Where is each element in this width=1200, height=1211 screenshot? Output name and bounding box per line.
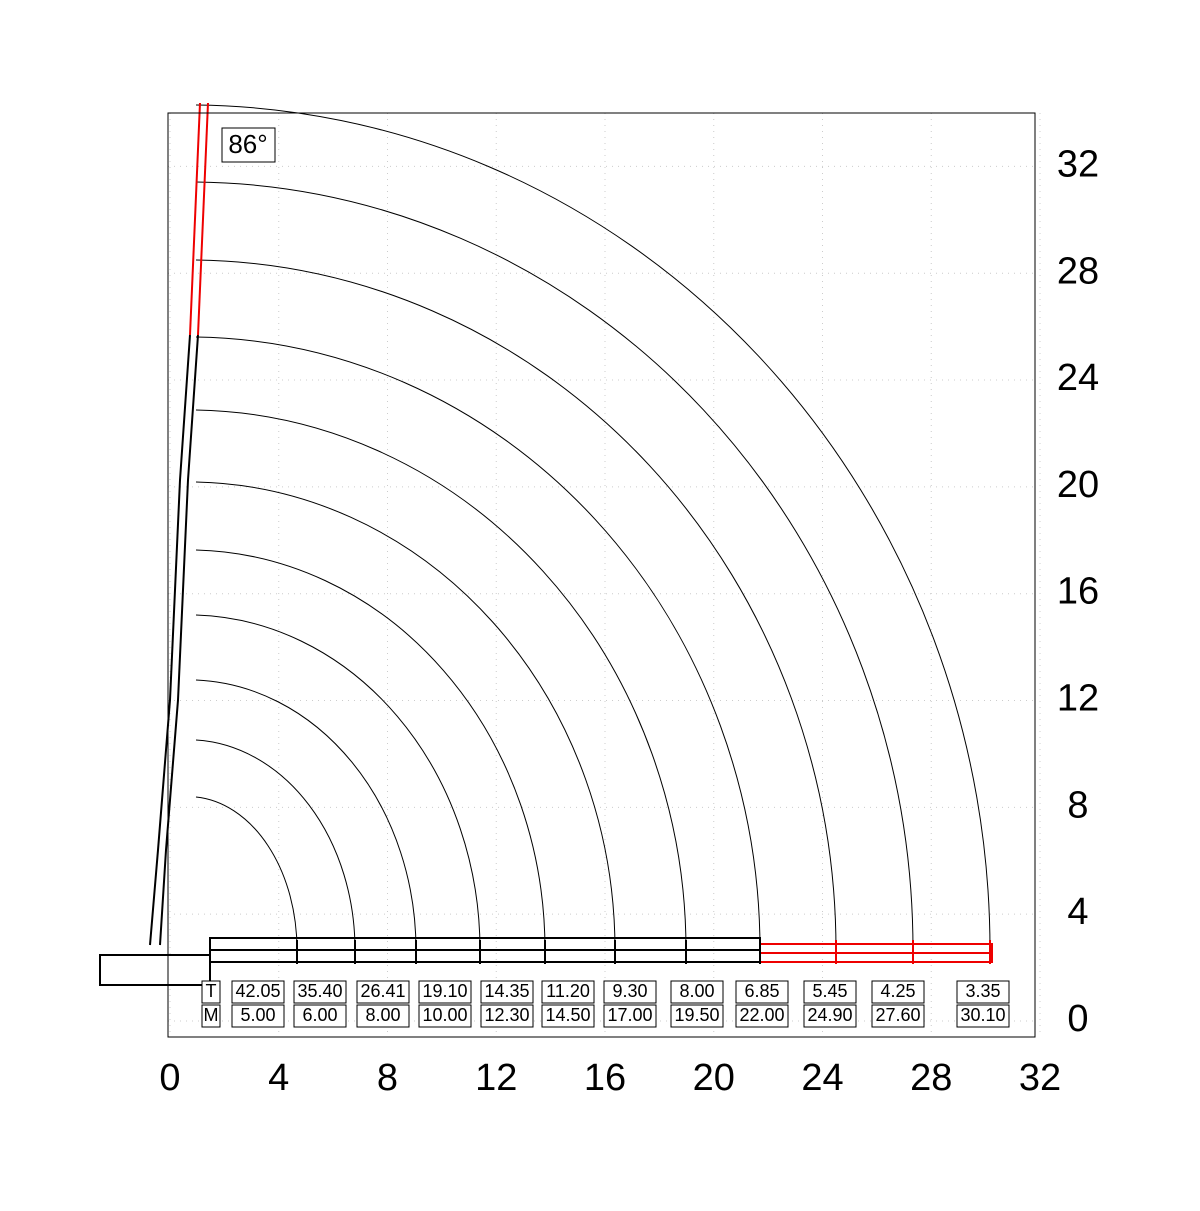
cell-box [231, 980, 285, 1004]
cell-box [956, 1004, 1010, 1028]
y-tick-label: 0 [1067, 998, 1088, 1040]
y-tick-label: 24 [1057, 357, 1099, 399]
boom [99, 102, 993, 986]
x-tick-label: 24 [801, 1057, 843, 1099]
cell-box [670, 1004, 724, 1028]
cell-box [480, 1004, 534, 1028]
cell-box [956, 980, 1010, 1004]
y-tick-label: 4 [1067, 891, 1088, 933]
x-tick-label: 28 [910, 1057, 952, 1099]
cell-value: 11.20 [546, 981, 590, 1001]
x-tick-label: 20 [693, 1057, 735, 1099]
cell-box [603, 980, 657, 1004]
y-tick-label: 20 [1057, 464, 1099, 506]
range-arc [195, 409, 687, 951]
cell-value: 26.41 [360, 981, 405, 1001]
cell-box [418, 980, 472, 1004]
cell-value: 6.85 [744, 981, 779, 1001]
cell-value: 42.05 [235, 981, 280, 1001]
cell-box [735, 1004, 789, 1028]
cell-box [231, 1004, 285, 1028]
x-tick-label: 8 [377, 1057, 398, 1099]
x-tick-label: 16 [584, 1057, 626, 1099]
range-arc [195, 679, 417, 951]
cell-value: 5.00 [240, 1005, 275, 1025]
cell-value: 24.90 [807, 1005, 852, 1025]
y-tick-label: 32 [1057, 143, 1099, 185]
cell-box [418, 1004, 472, 1028]
cell-box [871, 1004, 925, 1028]
cell-box [293, 1004, 347, 1028]
cell-value: 3.35 [965, 981, 1000, 1001]
cell-value: 8.00 [365, 1005, 400, 1025]
cell-value: 19.50 [674, 1005, 719, 1025]
plot-frame [167, 112, 1036, 1038]
cell-box [670, 980, 724, 1004]
cell-value: 35.40 [297, 981, 342, 1001]
cell-value: 30.10 [960, 1005, 1005, 1025]
cell-value: 4.25 [880, 981, 915, 1001]
cell-box [480, 980, 534, 1004]
range-arc [195, 739, 356, 951]
cell-box [603, 1004, 657, 1028]
cell-box [293, 980, 347, 1004]
cell-box [356, 980, 410, 1004]
arcs [195, 104, 991, 951]
cell-value: 27.60 [875, 1005, 920, 1025]
cell-value: 9.30 [612, 981, 647, 1001]
grid [168, 113, 1041, 1037]
y-tick-label: 28 [1057, 250, 1099, 292]
row-header-box [201, 980, 221, 1004]
x-tick-label: 32 [1019, 1057, 1061, 1099]
row-header-box [201, 1004, 221, 1028]
cell-value: 12.30 [484, 1005, 529, 1025]
cell-value: 5.45 [812, 981, 847, 1001]
cell-box [803, 1004, 857, 1028]
x-tick-label: 0 [159, 1057, 180, 1099]
cell-value: 6.00 [302, 1005, 337, 1025]
range-arc [195, 614, 481, 951]
row-header: T [206, 981, 217, 1001]
range-arc [195, 549, 546, 951]
cell-value: 14.50 [545, 1005, 590, 1025]
annotation-box [221, 127, 276, 163]
cell-box [541, 980, 595, 1004]
cell-value: 19.10 [422, 981, 467, 1001]
range-arc [195, 796, 298, 951]
range-arc [195, 336, 761, 951]
cell-box [803, 980, 857, 1004]
cell-box [356, 1004, 410, 1028]
range-arc [195, 481, 616, 951]
cell-value: 10.00 [422, 1005, 467, 1025]
cell-box [541, 1004, 595, 1028]
range-arc [195, 259, 837, 951]
cell-value: 17.00 [607, 1005, 652, 1025]
cell-box [735, 980, 789, 1004]
y-tick-label: 12 [1057, 678, 1099, 720]
cell-value: 8.00 [679, 981, 714, 1001]
cell-value: 22.00 [739, 1005, 784, 1025]
range-arc [195, 104, 991, 951]
angle-label: 86° [228, 129, 267, 159]
y-tick-label: 16 [1057, 571, 1099, 613]
cell-value: 14.35 [484, 981, 529, 1001]
row-header: M [204, 1005, 219, 1025]
x-tick-label: 12 [475, 1057, 517, 1099]
range-arc [195, 181, 914, 951]
y-tick-label: 8 [1067, 784, 1088, 826]
cell-box [871, 980, 925, 1004]
x-tick-label: 4 [268, 1057, 289, 1099]
